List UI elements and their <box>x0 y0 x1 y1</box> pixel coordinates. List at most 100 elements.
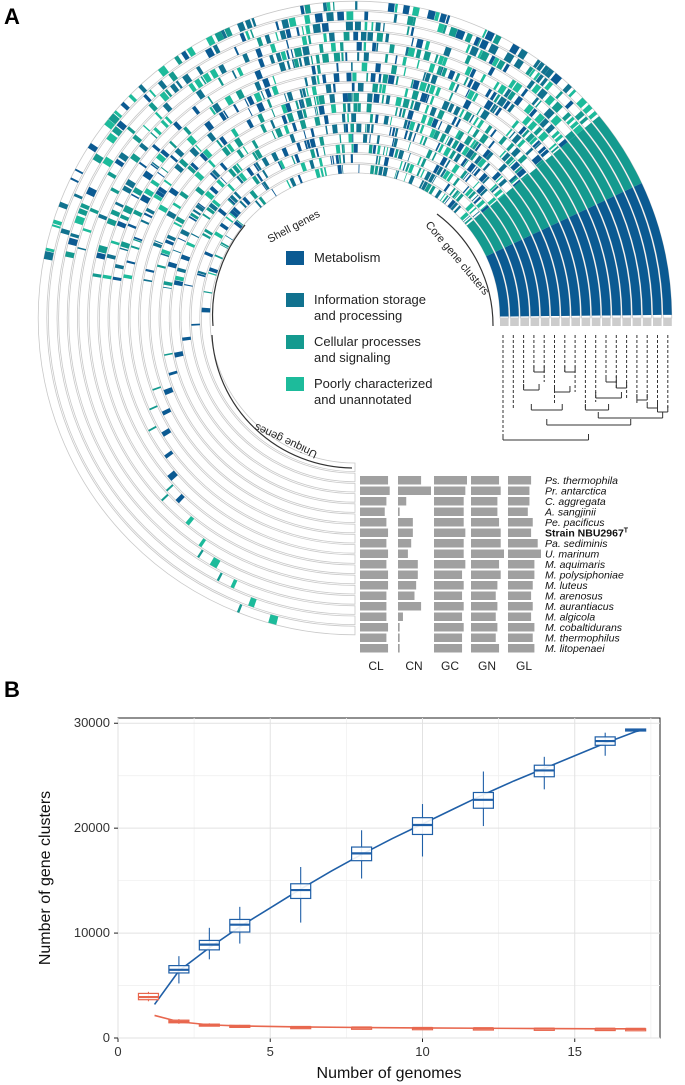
taxon-label: Pe. pacificus <box>545 517 605 529</box>
shell-segment <box>514 166 523 174</box>
shell-segment <box>448 26 458 38</box>
shell-segment <box>441 67 448 77</box>
core-segment <box>482 207 513 248</box>
shell-segment <box>512 179 521 187</box>
ring-end-cap <box>612 318 621 326</box>
shell-segment <box>114 201 124 208</box>
shell-segment <box>350 123 355 133</box>
shell-segment <box>425 83 431 93</box>
shell-segment <box>462 99 472 110</box>
shell-segment <box>180 229 190 237</box>
shell-segment <box>204 190 215 201</box>
shell-segment <box>520 173 529 181</box>
shell-segment <box>301 36 308 46</box>
unique-segment <box>175 493 185 504</box>
taxon-label: Ps. thermophila <box>545 475 618 487</box>
shell-segment <box>330 42 337 52</box>
shell-segment <box>480 204 488 211</box>
shell-segment <box>444 136 450 145</box>
shell-segment <box>399 160 403 170</box>
shell-segment <box>493 81 500 91</box>
shell-segment <box>58 201 69 210</box>
shell-segment <box>202 232 211 240</box>
shell-segment <box>420 114 428 124</box>
unique-segment <box>168 370 178 376</box>
shell-segment <box>332 83 336 93</box>
shell-segment <box>239 200 247 209</box>
shell-segment <box>512 82 523 93</box>
shell-segment <box>212 44 221 54</box>
shell-segment <box>102 274 112 280</box>
series-core-genome <box>137 991 647 1032</box>
shell-segment <box>318 105 325 115</box>
shell-segment <box>154 240 163 245</box>
shell-segment <box>402 56 408 66</box>
unique-segment <box>201 307 211 313</box>
series-pan-genome <box>153 728 647 1005</box>
shell-segment <box>436 65 443 76</box>
shell-segment <box>463 76 469 86</box>
shell-segment <box>204 228 213 236</box>
shell-segment <box>127 223 137 230</box>
shell-segment <box>535 74 544 84</box>
shell-segment <box>258 196 267 206</box>
shell-segment <box>489 103 497 113</box>
shell-segment <box>510 161 521 172</box>
shell-segment <box>362 133 368 143</box>
shell-segment <box>159 91 170 102</box>
ring-end-cap <box>602 318 611 326</box>
bar-gl <box>508 602 533 611</box>
shell-segment <box>502 63 510 73</box>
shell-segment <box>525 66 534 76</box>
shell-segment <box>315 96 320 105</box>
bar-cl <box>360 570 389 579</box>
shell-segment <box>323 167 328 177</box>
shell-segment <box>343 31 350 41</box>
shell-segment <box>132 209 143 218</box>
shell-segment <box>394 128 399 137</box>
bar-gc <box>434 560 466 569</box>
shell-segment <box>236 67 244 77</box>
shell-segment <box>177 237 186 242</box>
shell-segment <box>439 156 448 167</box>
shell-segment <box>366 103 372 113</box>
shell-segment <box>120 241 131 249</box>
shell-segment <box>330 155 333 165</box>
shell-segment <box>175 216 185 225</box>
shell-segment <box>466 162 476 173</box>
core-segment <box>606 196 642 316</box>
shell-segment <box>387 74 395 85</box>
shell-segment <box>439 193 446 201</box>
shell-segment <box>312 23 321 34</box>
shell-segment <box>222 110 229 119</box>
shell-segment <box>51 224 61 229</box>
legend-label: Information storage <box>314 292 426 307</box>
shell-segment <box>323 33 328 43</box>
shell-segment <box>166 234 177 242</box>
shell-segment <box>299 89 304 98</box>
shell-segment <box>314 106 317 116</box>
shell-segment <box>142 170 154 181</box>
shell-segment <box>428 173 436 183</box>
shell-segment <box>269 43 277 53</box>
shell-segment <box>130 153 141 163</box>
shell-segment <box>98 213 108 221</box>
ring-end-cap <box>510 318 519 326</box>
shell-segment <box>535 159 545 168</box>
shell-segment <box>531 97 540 106</box>
bar-column-header: GN <box>478 659 496 673</box>
shell-segment <box>196 273 206 278</box>
shell-segment <box>354 21 361 31</box>
phylogeny-dendrogram <box>502 335 669 441</box>
shell-segment <box>409 100 415 110</box>
core-segment <box>587 204 621 316</box>
shell-segment <box>407 47 416 58</box>
shell-segment <box>442 24 448 34</box>
legend-label: Poorly characterized <box>314 376 433 391</box>
core-segment <box>498 194 531 239</box>
shell-segment <box>488 55 496 65</box>
shell-segment <box>303 130 307 139</box>
shell-segment <box>538 131 549 142</box>
shell-segment <box>375 155 379 165</box>
